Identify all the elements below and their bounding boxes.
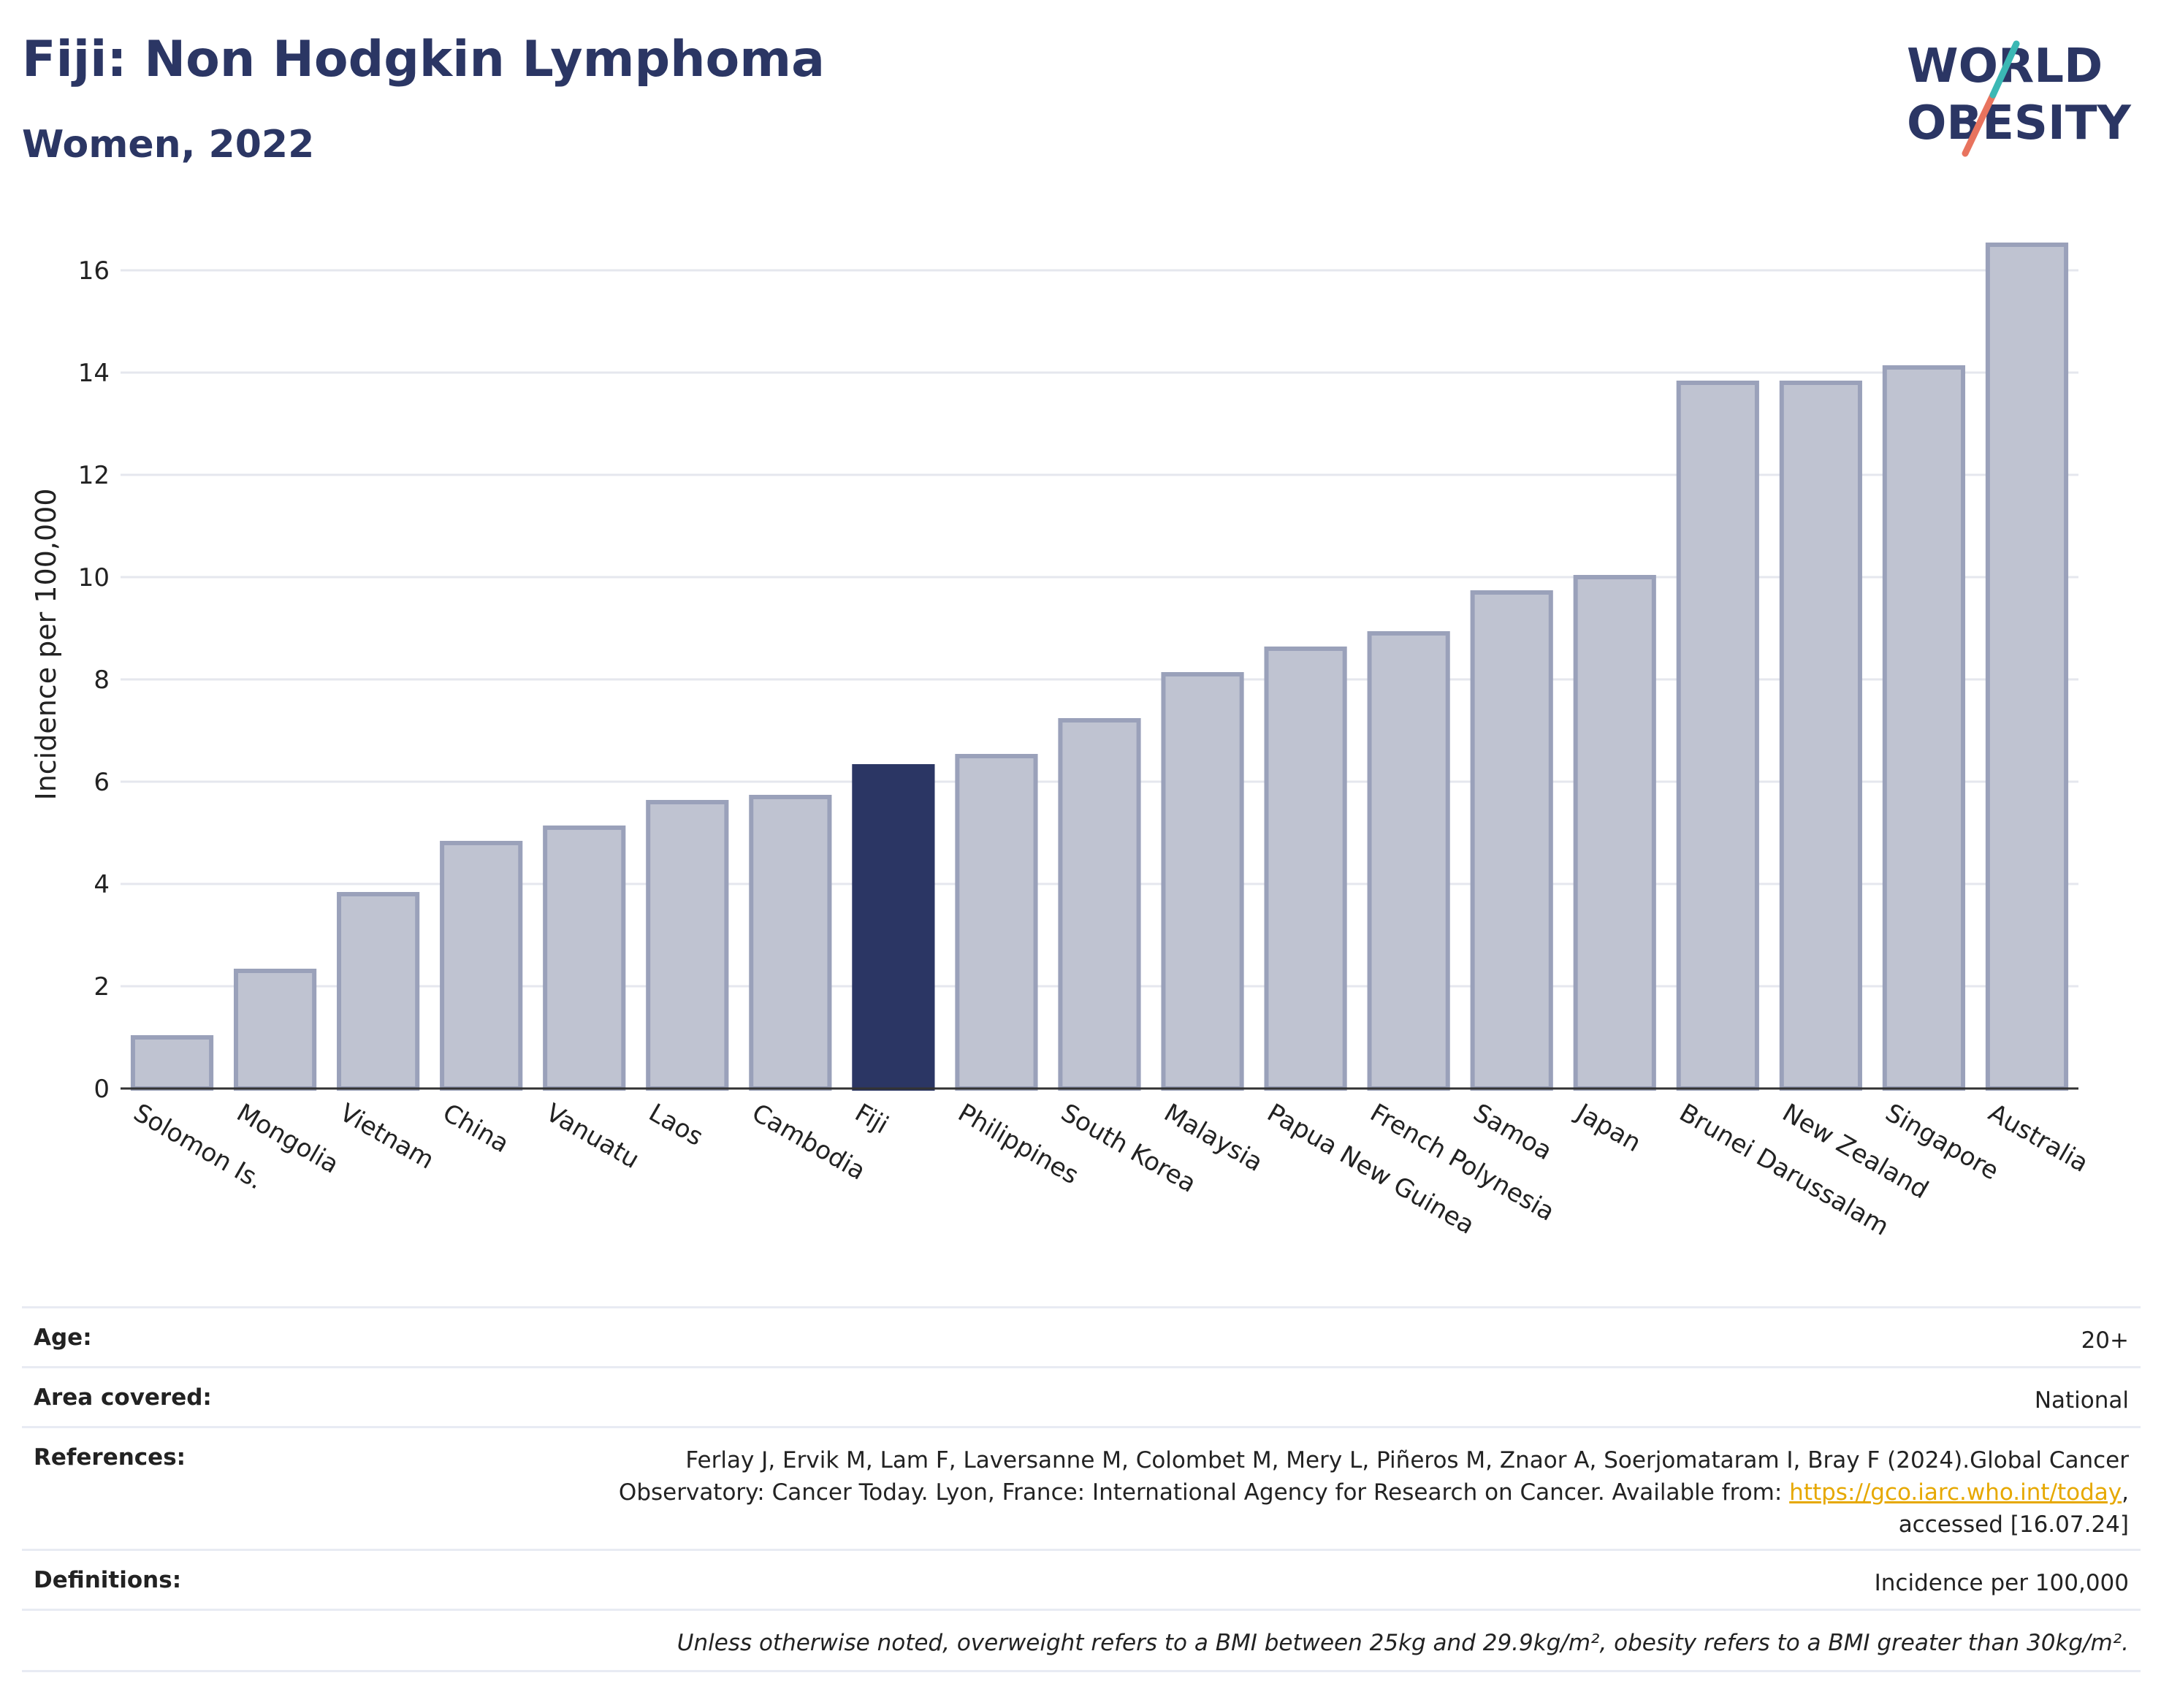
y-tick-label: 2 [94,972,110,1002]
bar-solomon-is- [130,1035,214,1091]
bar-malaysia [1161,672,1244,1091]
y-tick-label: 16 [78,256,110,286]
page-subtitle: Women, 2022 [22,123,315,167]
meta-row-area: Area covered: National [22,1366,2141,1428]
x-tick-label: Laos [644,1098,708,1152]
definitions-value: Incidence per 100,000 [1874,1570,2129,1596]
y-axis-ticks: 0 2 4 6 8 10 12 14 16 [78,256,110,1104]
references-line-2: Observatory: Cancer Today. Lyon, France:… [619,1476,2129,1509]
definitions-label: Definitions: [34,1567,182,1593]
bar-china [440,841,523,1091]
x-tick-label: Samoa [1468,1098,1557,1166]
y-tick-label: 4 [94,870,110,899]
meta-row-definitions: Definitions: Incidence per 100,000 [22,1549,2141,1611]
area-label: Area covered: [34,1384,212,1411]
bar-fiji [852,764,935,1091]
x-tick-label: Vietnam [335,1098,439,1175]
meta-row-references: References: Ferlay J, Ervik M, Lam F, La… [22,1426,2141,1551]
bar-philippines [955,754,1038,1091]
logo-slash-red [1962,91,1997,157]
y-axis-label: Incidence per 100,000 [30,488,62,800]
area-value: National [2034,1387,2129,1414]
bar-mongolia [233,969,317,1091]
page-title: Fiji: Non Hodgkin Lymphoma [22,31,825,88]
references-line-3: accessed [16.07.24] [1898,1511,2129,1538]
references-value: Ferlay J, Ervik M, Lam F, Laversanne M, … [619,1444,2129,1541]
bar-papua-new-guinea [1264,647,1347,1091]
bar-south-korea [1058,718,1141,1091]
bar-new-zealand [1779,381,1862,1091]
references-link[interactable]: https://gco.iarc.who.int/today [1789,1479,2122,1506]
bars [130,243,2069,1091]
bar-cambodia [749,795,832,1091]
bar-australia [1985,243,2069,1091]
y-tick-label: 14 [78,359,110,388]
bar-french-polynesia [1367,631,1450,1091]
bmi-note: Unless otherwise noted, overweight refer… [676,1630,2129,1656]
bar-vietnam [337,892,420,1091]
x-tick-label: Vanuatu [541,1098,644,1175]
x-tick-label: Fiji [850,1098,893,1140]
references-line-1: Ferlay J, Ervik M, Lam F, Laversanne M, … [685,1447,2129,1473]
bar-japan [1573,575,1656,1091]
y-tick-label: 6 [94,768,110,797]
logo-slash-teal [1989,40,2020,99]
bar-vanuatu [543,826,626,1091]
meta-bottom-divider [22,1670,2141,1672]
x-tick-label: China [438,1098,514,1159]
meta-row-note: Unless otherwise noted, overweight refer… [22,1609,2141,1672]
bar-samoa [1470,590,1553,1091]
world-obesity-logo: WORLD OBESITY [1907,39,2131,157]
y-tick-label: 8 [94,666,110,695]
bar-singapore [1882,365,1966,1091]
y-tick-label: 12 [78,461,110,490]
y-tick-label: 10 [78,563,110,592]
age-value: 20+ [2081,1327,2129,1354]
bar-laos [646,800,729,1091]
references-label: References: [34,1444,186,1471]
logo-text-obesity: OBESITY [1907,96,2131,150]
x-tick-label: Japan [1570,1097,1646,1158]
references-line-2-text: Observatory: Cancer Today. Lyon, France:… [618,1479,1790,1506]
references-line-2-comma: , [2122,1479,2129,1506]
age-label: Age: [34,1324,92,1351]
y-tick-label: 0 [94,1075,110,1104]
bar-brunei-darussalam [1676,381,1759,1091]
x-tick-label: Cambodia [747,1098,870,1186]
meta-row-age: Age: 20+ [22,1306,2141,1368]
